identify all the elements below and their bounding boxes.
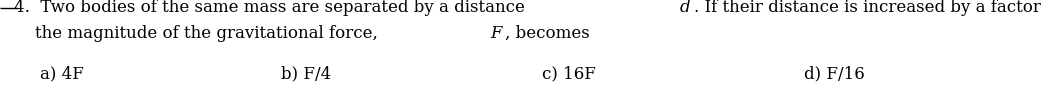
Text: c) 16F: c) 16F — [542, 65, 596, 82]
Text: a) 4F: a) 4F — [40, 65, 84, 82]
Text: F: F — [490, 25, 502, 42]
Text: d) F/16: d) F/16 — [804, 65, 865, 82]
Text: , becomes: , becomes — [505, 25, 589, 42]
Text: d: d — [680, 0, 691, 16]
Text: . If their distance is increased by a factor of four then: . If their distance is increased by a fa… — [694, 0, 1047, 16]
Text: the magnitude of the gravitational force,: the magnitude of the gravitational force… — [14, 25, 383, 42]
Text: b) F/4: b) F/4 — [281, 65, 331, 82]
Text: 4.  Two bodies of the same mass are separated by a distance: 4. Two bodies of the same mass are separ… — [14, 0, 530, 16]
